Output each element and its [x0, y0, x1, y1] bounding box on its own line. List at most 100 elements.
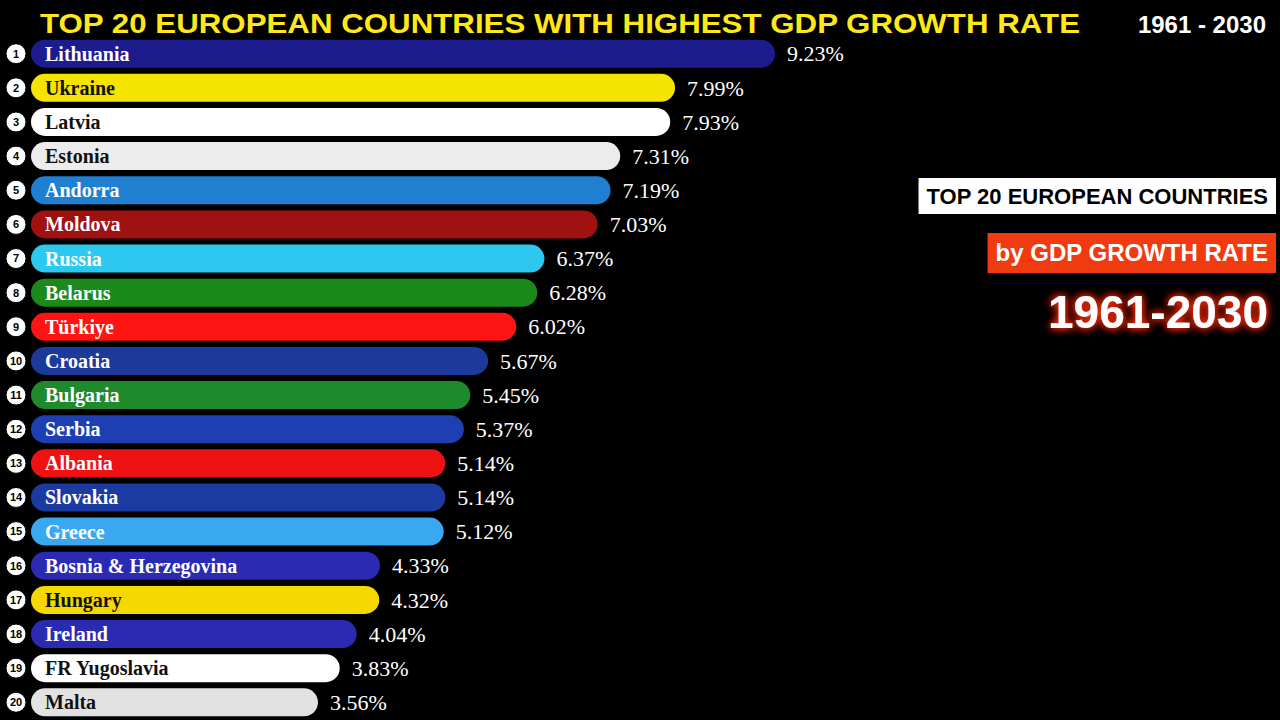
bar: [31, 74, 675, 102]
data-label: 5.12%: [456, 519, 513, 544]
category-label: Latvia: [45, 111, 101, 133]
rank-label: 3: [13, 116, 19, 128]
annotation: 1961-2030: [1048, 286, 1268, 338]
data-label: 4.32%: [391, 588, 448, 613]
annotation: TOP 20 EUROPEAN COUNTRIES: [927, 184, 1268, 209]
rank-badge: [6, 180, 26, 200]
bar: [31, 279, 537, 307]
rank-label: 7: [13, 252, 19, 264]
bar: [31, 586, 379, 614]
bars: [31, 40, 775, 717]
title: TOP 20 EUROPEAN COUNTRIES WITH HIGHEST G…: [40, 8, 1080, 39]
category-label: FR Yugoslavia: [45, 657, 169, 680]
rank-badge: [6, 419, 26, 439]
bar: [31, 552, 380, 580]
annotations: TOP 20 EUROPEAN COUNTRIESby GDP GROWTH R…: [919, 178, 1276, 338]
data-label: 6.28%: [549, 280, 606, 305]
rank-label: 8: [13, 287, 19, 299]
category-label: Bulgaria: [45, 384, 119, 407]
bar: [31, 518, 444, 546]
rank-label: 5: [13, 184, 19, 196]
data-label: 5.45%: [482, 383, 539, 408]
bar: [31, 449, 445, 477]
bar: [31, 688, 318, 716]
rank-label: 15: [10, 525, 22, 537]
bar: [31, 347, 488, 375]
category-label: Bosnia & Herzegovina: [45, 555, 237, 578]
category-label: Türkiye: [45, 316, 114, 339]
rank-label: 11: [10, 389, 22, 401]
data-labels: 9.23%7.99%7.93%7.31%7.19%7.03%6.37%6.28%…: [330, 41, 844, 715]
data-label: 5.14%: [457, 485, 514, 510]
chart: TOP 20 EUROPEAN COUNTRIES WITH HIGHEST G…: [0, 0, 1280, 720]
rank-label: 4: [13, 150, 20, 162]
category-label: Slovakia: [45, 486, 118, 508]
data-label: 5.67%: [500, 349, 557, 374]
rank-badge: [6, 146, 26, 166]
bar: [31, 108, 670, 136]
bar: [31, 210, 598, 238]
rank-label: 14: [10, 491, 23, 503]
data-label: 6.02%: [528, 314, 585, 339]
bar: [31, 245, 544, 273]
data-label: 5.37%: [476, 417, 533, 442]
rank-label: 16: [10, 560, 22, 572]
category-label: Serbia: [45, 418, 101, 440]
rank-badge: [6, 556, 26, 576]
bar: [31, 415, 464, 443]
data-label: 4.33%: [392, 553, 449, 578]
bar: [31, 176, 611, 204]
category-labels: Lithuania Ukraine Latvia Estonia Andorra Mold…: [45, 43, 237, 714]
bar: [31, 620, 357, 648]
rank-badge: [6, 112, 26, 132]
data-label: 7.03%: [610, 212, 667, 237]
rank-badge: [6, 283, 26, 303]
bar: [31, 142, 620, 170]
bar: [31, 313, 516, 341]
data-label: 6.37%: [556, 246, 613, 271]
category-label: Moldova: [45, 213, 121, 235]
subtitle: 1961 - 2030: [1138, 11, 1266, 38]
rank-label: 12: [10, 423, 22, 435]
rank-label: 18: [10, 628, 22, 640]
annotation-box: [988, 233, 1276, 273]
data-label: 7.19%: [623, 178, 680, 203]
data-label: 7.99%: [687, 76, 744, 101]
rank-badge: [6, 487, 26, 507]
rank-label: 2: [13, 82, 19, 94]
rank-label: 1: [13, 48, 19, 60]
category-label: Albania: [45, 452, 113, 474]
bar: [31, 654, 340, 682]
rank-badge: [6, 249, 26, 269]
category-label: Croatia: [45, 350, 110, 372]
rank-label: 6: [13, 218, 19, 230]
category-label: Malta: [45, 691, 96, 713]
rank-label: 9: [13, 321, 19, 333]
rank-badge: [6, 44, 26, 64]
rank-label: 17: [10, 594, 22, 606]
ranks: 1234567891011121314151617181920: [6, 44, 26, 713]
category-label: Russia: [45, 248, 102, 270]
bar: [31, 483, 445, 511]
data-label: 3.83%: [352, 656, 409, 681]
category-label: Estonia: [45, 145, 109, 167]
category-label: Ukraine: [45, 77, 115, 99]
data-label: 5.14%: [457, 451, 514, 476]
category-label: Belarus: [45, 282, 111, 304]
rank-badge: [6, 522, 26, 542]
rank-label: 19: [10, 662, 22, 674]
background: [0, 0, 1280, 720]
category-label: Lithuania: [45, 43, 129, 65]
rank-badge: [6, 590, 26, 610]
rank-label: 20: [10, 696, 22, 708]
rank-badge: [6, 317, 26, 337]
category-label: Andorra: [45, 179, 119, 201]
bar: [31, 381, 470, 409]
rank-badge: [6, 658, 26, 678]
data-label: 3.56%: [330, 690, 387, 715]
rank-badge: [6, 351, 26, 371]
rank-badge: [6, 214, 26, 234]
rank-badge: [6, 453, 26, 473]
rank-badge: [6, 692, 26, 712]
category-label: Ireland: [45, 623, 108, 645]
